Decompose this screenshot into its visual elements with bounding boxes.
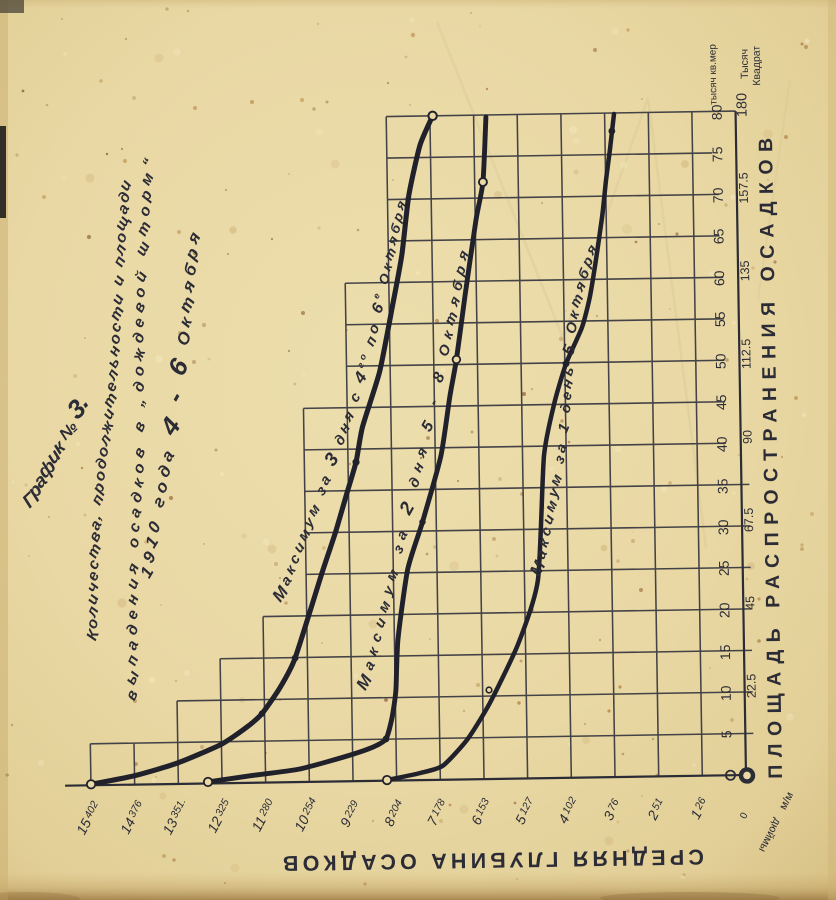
svg-text:55: 55	[712, 311, 728, 327]
svg-text:Тысяч: Тысяч	[739, 49, 751, 79]
svg-text:50: 50	[712, 353, 728, 369]
svg-text:60: 60	[711, 270, 727, 286]
svg-text:65: 65	[710, 228, 726, 244]
svg-text:5: 5	[718, 730, 734, 738]
svg-text:45: 45	[713, 394, 729, 410]
svg-text:45: 45	[743, 596, 757, 610]
svg-text:Квадрат: Квадрат	[751, 46, 764, 86]
svg-text:15: 15	[717, 644, 733, 660]
svg-text:40: 40	[714, 436, 730, 452]
svg-text:10: 10	[718, 685, 734, 701]
svg-text:0: 0	[738, 810, 751, 820]
svg-text:112.5: 112.5	[739, 339, 753, 370]
svg-text:157.5: 157.5	[737, 172, 751, 204]
svg-text:135: 135	[738, 260, 752, 281]
svg-text:180: 180	[734, 93, 750, 117]
svg-text:75: 75	[709, 146, 725, 162]
svg-text:90: 90	[741, 430, 755, 444]
svg-text:22.5: 22.5	[744, 674, 758, 699]
svg-text:25: 25	[716, 560, 732, 576]
svg-text:35: 35	[714, 478, 730, 494]
svg-text:30: 30	[715, 519, 731, 535]
svg-text:20: 20	[716, 602, 732, 618]
svg-text:тысяч кв.мер: тысяч кв.мер	[707, 44, 719, 105]
svg-text:67.5: 67.5	[742, 508, 756, 533]
svg-text:70: 70	[710, 187, 726, 203]
svg-text:80: 80	[708, 104, 724, 120]
